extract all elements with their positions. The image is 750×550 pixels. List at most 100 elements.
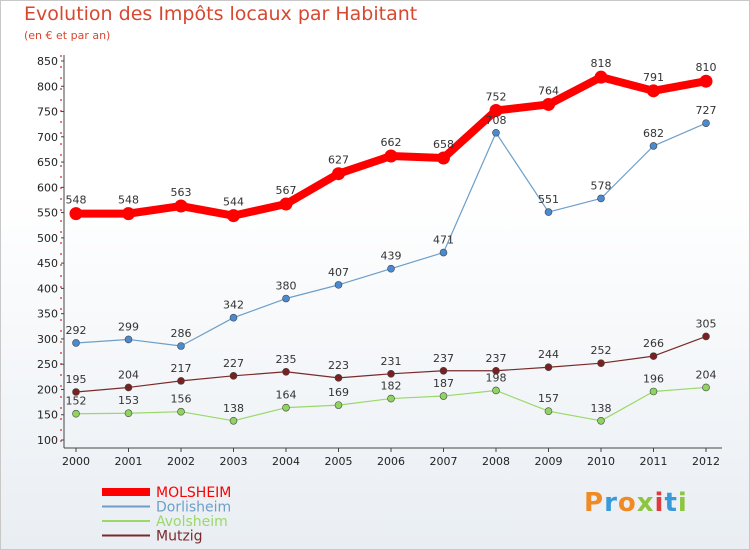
data-point [387,370,395,378]
data-point [174,199,188,213]
data-label: 682 [643,127,664,140]
y-tick-label: 350 [37,308,58,321]
data-point [334,374,343,382]
data-label: 708 [486,114,507,127]
data-label: 548 [66,194,87,207]
series-layer [69,70,713,425]
data-point [597,416,605,425]
data-label: 231 [381,355,402,368]
data-point [649,142,658,150]
data-label: 548 [118,194,139,207]
data-point [492,366,500,375]
y-tick-label: 550 [37,207,58,220]
x-tick-label: 2011 [640,455,668,468]
data-label: 182 [381,380,402,393]
data-point [387,394,395,403]
data-label: 407 [328,266,349,279]
data-point [384,149,398,163]
data-label: 627 [328,154,349,167]
x-tick-label: 2005 [325,455,353,468]
x-tick-label: 2001 [115,455,143,468]
data-label: 727 [696,104,717,117]
data-point [282,294,290,303]
data-point [334,281,343,289]
data-point [647,84,660,98]
data-point [489,104,503,118]
data-point [492,128,500,137]
data-point [439,392,448,400]
data-labels-layer: 195 204 217 227 235 223 231 237 237 244 252 266 305 1… [66,57,717,415]
data-label: 471 [433,234,454,247]
data-label: 292 [66,324,87,337]
data-point [702,383,710,392]
x-tick-label: 2012 [692,455,720,468]
data-point [544,208,553,216]
data-label: 138 [223,402,244,415]
data-label: 252 [591,344,612,357]
data-label: 810 [696,61,717,74]
legend-label: MOLSHEIM [156,485,231,501]
data-label: 818 [591,57,612,70]
data-label: 156 [171,393,192,406]
data-label: 380 [276,280,297,293]
legend-label: Mutzig [156,529,203,545]
data-point [544,363,553,372]
data-point [649,352,658,360]
data-point [492,386,500,395]
y-tick-label: 800 [37,80,58,93]
data-point [177,407,185,416]
data-point [702,332,710,341]
data-label: 342 [223,299,244,312]
data-label: 198 [486,371,507,384]
data-label: 169 [328,386,349,399]
data-point [282,403,290,412]
logo-letter: P [584,488,605,518]
data-label: 223 [328,359,349,372]
legend-label: Dorlisheim [156,500,231,516]
data-point [387,264,395,273]
data-label: 551 [538,193,559,206]
data-point [594,70,608,84]
data-label: 544 [223,196,244,209]
logo-letter: t [664,488,678,518]
chart-subtitle: (en € et par an) [24,29,111,42]
y-tick-label: 300 [37,333,58,346]
data-point [229,372,238,380]
y-tick-label: 850 [37,55,58,68]
data-point [122,207,135,221]
data-point [597,194,605,203]
data-point [542,97,555,111]
x-tick-label: 2006 [377,455,405,468]
data-label: 266 [643,337,664,350]
y-tick-label: 200 [37,383,58,396]
data-label: 153 [118,394,139,407]
x-tick-label: 2003 [220,455,248,468]
x-tick-label: 2004 [272,455,300,468]
chart-title: Evolution des Impôts locaux par Habitant [24,3,418,25]
y-tick-label: 750 [37,106,58,119]
x-tick-label: 2002 [167,455,195,468]
logo-letter: i [654,488,665,518]
data-point [229,416,238,425]
y-tick-label: 400 [37,282,58,295]
data-label: 217 [171,362,192,375]
data-label: 244 [538,348,559,361]
y-tick-label: 100 [37,434,58,447]
data-label: 138 [591,402,612,415]
data-point [437,151,450,165]
data-point [229,313,238,322]
data-point [439,248,448,257]
data-point [282,367,290,376]
x-tick-label: 2009 [535,455,563,468]
data-label: 563 [171,186,192,199]
logo-letter: o [617,488,637,518]
data-label: 227 [223,357,244,370]
data-label: 662 [381,136,402,149]
data-label: 164 [276,389,297,402]
data-point [334,401,343,409]
y-tick-label: 250 [37,358,58,371]
y-tick-label: 450 [37,257,58,270]
data-point [544,407,553,415]
